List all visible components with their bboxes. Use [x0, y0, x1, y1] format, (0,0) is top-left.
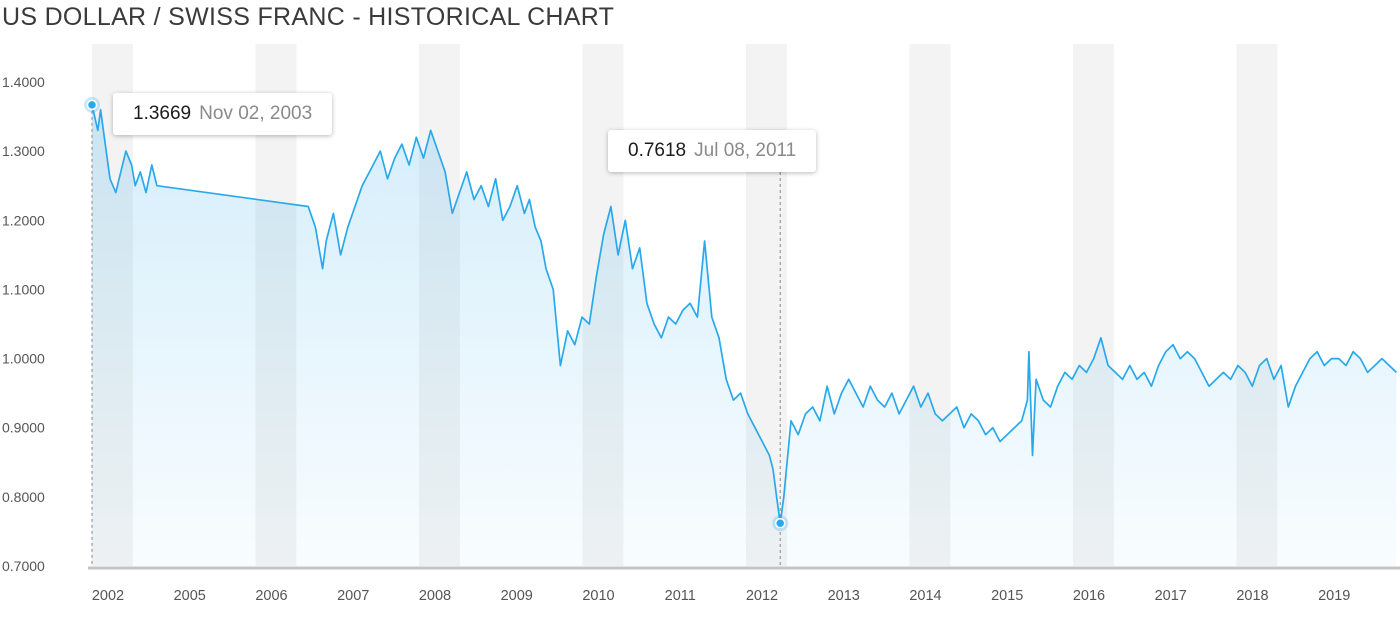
- crosshairs: [91, 104, 781, 566]
- chart-title: US DOLLAR / SWISS FRANC - HISTORICAL CHA…: [2, 3, 615, 31]
- y-tick-label: 1.2000: [2, 212, 45, 228]
- x-tick-label: 2015: [991, 588, 1023, 604]
- price-area: [92, 104, 1397, 567]
- y-tick-label: 1.4000: [2, 74, 45, 90]
- x-tick-label: 2017: [1155, 588, 1187, 604]
- y-tick-label: 1.0000: [2, 351, 45, 367]
- x-tick-label: 2009: [501, 588, 533, 604]
- x-tick-label: 2019: [1318, 588, 1350, 604]
- x-tick-label: 2011: [665, 588, 696, 604]
- tooltip-min: 0.7618 Jul 08, 2011: [608, 130, 817, 172]
- tooltip-min-date: Jul 08, 2011: [694, 140, 797, 161]
- tooltip-max-date: Nov 02, 2003: [199, 103, 313, 124]
- x-tick-label: 2008: [419, 588, 451, 604]
- x-tick-label: 2018: [1236, 588, 1268, 604]
- y-axis: 1.4000 1.3000 1.2000 1.1000 1.0000 0.9000 0.80…: [2, 74, 45, 574]
- tooltip-max-value: 1.3669: [133, 103, 192, 124]
- tooltip-max: 1.3669 Nov 02, 2003: [113, 93, 333, 135]
- x-tick-label: 2007: [337, 588, 369, 604]
- x-tick-label: 2005: [174, 588, 206, 604]
- price-line[interactable]: [91, 104, 1397, 525]
- y-tick-label: 1.1000: [2, 281, 45, 297]
- x-tick-label: 2014: [909, 588, 941, 604]
- y-tick-label: 0.9000: [2, 420, 45, 436]
- highlight-markers: [84, 96, 789, 532]
- highlight-marker: [86, 99, 98, 111]
- x-tick-label: 2010: [582, 588, 614, 604]
- x-tick-label: 2002: [92, 588, 124, 604]
- y-tick-label: 1.3000: [2, 143, 45, 159]
- x-tick-label: 2016: [1073, 588, 1105, 604]
- x-tick-label: 2013: [828, 588, 860, 604]
- tooltip-min-value: 0.7618: [628, 140, 687, 161]
- x-axis: 2002 2005 2006 2007 2008 2009 2010 2011 2012 2013…: [92, 588, 1351, 604]
- y-tick-label: 0.8000: [2, 489, 45, 505]
- highlight-marker: [774, 518, 786, 529]
- x-tick-label: 2006: [255, 588, 287, 604]
- y-tick-label: 0.7000: [2, 558, 45, 574]
- x-tick-label: 2012: [746, 588, 778, 604]
